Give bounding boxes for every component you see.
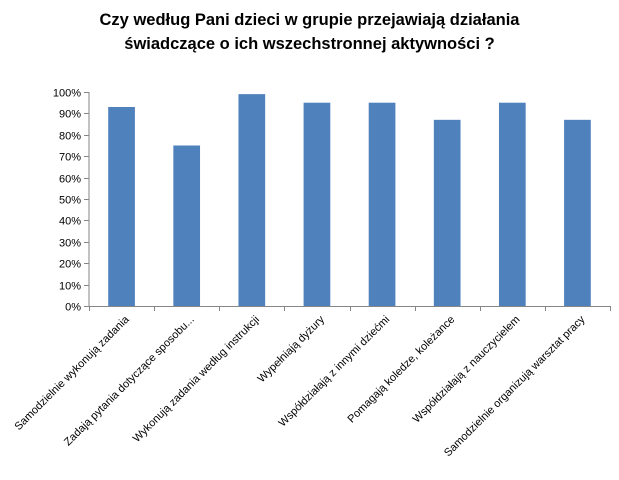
x-category-label: Pomagają koledze, koleżance — [345, 314, 457, 426]
x-category-label: Współdziałają z innymi dziećmi — [276, 314, 392, 430]
x-category-label: Zadają pytania dotyczące sposobu... — [62, 314, 197, 449]
y-tick-label: 70% — [59, 152, 81, 164]
y-tick-label: 0% — [65, 302, 81, 314]
x-category-label: Samodzielnie wykonują zadania — [13, 313, 133, 433]
y-tick-label: 100% — [53, 88, 81, 100]
bar — [238, 94, 266, 306]
bar — [498, 102, 526, 306]
y-tick-label: 60% — [59, 174, 81, 186]
x-category-label: Samodzielnie organizują warsztat pracy — [442, 313, 588, 459]
y-tick-label: 30% — [59, 238, 81, 250]
x-category-label: Wykonują zadania według instrukcji — [131, 314, 262, 445]
chart-title-line-2: świadczące o ich wszechstronnej aktywnoś… — [124, 35, 495, 53]
y-tick-label: 20% — [59, 259, 81, 271]
y-tick-label: 10% — [59, 281, 81, 293]
chart-title: Czy według Pani dzieci w grupie przejawi… — [0, 8, 619, 56]
y-axis: 0% 10% 20% 30% 40% 50% 60% 70% 80% 90% 100% — [53, 88, 90, 314]
y-tick-label: 50% — [59, 195, 81, 207]
x-category-label: Wypełniają dyżury — [256, 313, 328, 385]
bar — [303, 102, 331, 306]
bars — [108, 94, 591, 306]
y-tick-label: 90% — [59, 109, 81, 121]
bar — [108, 106, 135, 306]
x-category-label: Współdziałają z nauczycielem — [411, 314, 523, 426]
bar — [368, 102, 396, 306]
bar — [173, 145, 201, 306]
y-tick-label: 80% — [59, 131, 81, 143]
y-tick-label: 40% — [59, 216, 81, 228]
chart-title-line-1: Czy według Pani dzieci w grupie przejawi… — [99, 11, 520, 29]
bar — [433, 119, 461, 306]
bar — [564, 119, 591, 306]
